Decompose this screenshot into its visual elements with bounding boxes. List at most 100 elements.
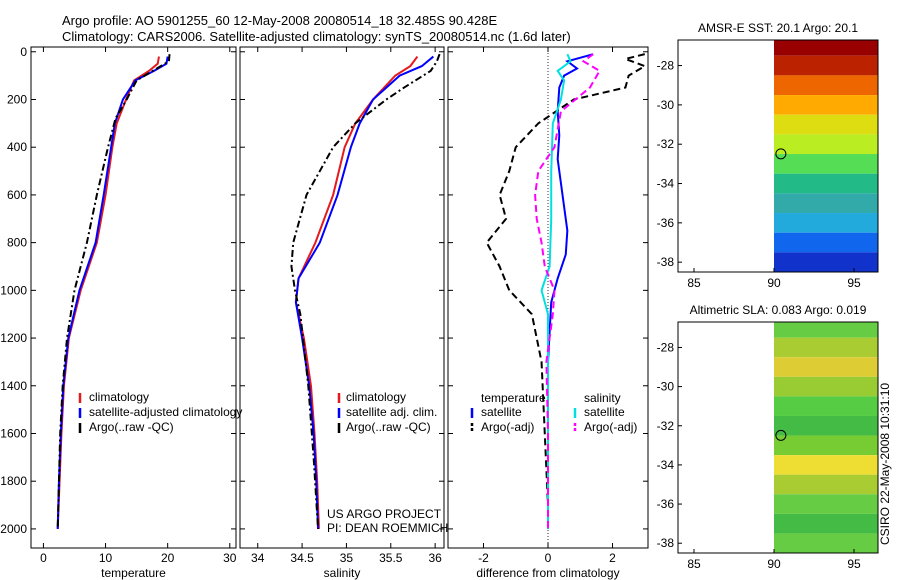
difference-legend-header-temperature: temperature: [481, 391, 546, 405]
sla_map-y-tick-label: -36: [657, 497, 675, 511]
difference-x-axis-label: difference from climatology: [476, 566, 619, 580]
sla_map-heatmap-cell: [774, 376, 878, 397]
salinity-x-tick-label: 35.5: [379, 551, 403, 565]
temperature-legend-entry: climatology: [89, 390, 149, 404]
temperature-y-tick-label: 400: [7, 140, 27, 154]
difference-legend-entry: satellite: [481, 405, 522, 419]
sst_map-heatmap-cell: [774, 252, 878, 272]
sla_map-heatmap-cell: [774, 513, 878, 534]
temperature-y-tick-label: 1400: [0, 379, 27, 393]
difference-series-line-3: [534, 53, 601, 529]
sla_map-y-tick-label: -34: [657, 458, 675, 472]
figure-title-line2: Climatology: CARS2006. Satellite-adjuste…: [62, 29, 571, 44]
timestamp-stamp: CSIRO 22-May-2008 10:31:10: [878, 382, 892, 545]
sla_map-title: Altimetric SLA: 0.083 Argo: 0.019: [690, 303, 867, 317]
temperature-y-tick-label: 1000: [0, 283, 27, 297]
sst_map-x-tick-label: 85: [687, 276, 701, 290]
temperature-x-tick-label: 0: [40, 551, 47, 565]
sst_map-heatmap-cell: [774, 134, 878, 155]
salinity-x-axis-label: salinity: [324, 566, 361, 580]
sla_map-argo-location-marker: [775, 429, 787, 441]
difference-panel: [447, 46, 649, 549]
temperature-series-line-1: [56, 56, 169, 529]
difference-legend-entry: Argo(-adj): [481, 420, 534, 434]
temperature-legend-entry: satellite-adjusted climatology: [89, 405, 242, 419]
salinity-panel: [239, 46, 445, 549]
difference-legend-header-salinity: salinity: [584, 391, 621, 405]
sst_map-x-tick-label: 90: [767, 276, 781, 290]
difference-legend-entry: satellite: [584, 405, 625, 419]
temperature-y-tick-label: 1800: [0, 474, 27, 488]
salinity-series-line-0: [294, 55, 419, 529]
salinity-x-tick-label: 35: [340, 551, 354, 565]
temperature-x-tick-label: 30: [223, 551, 237, 565]
sst_map-y-tick-label: -28: [657, 59, 675, 73]
sla_map-x-tick-label: 85: [687, 557, 701, 571]
sla_map-heatmap-cell: [774, 337, 878, 358]
difference-series-line-2: [540, 53, 572, 529]
salinity-x-tick-label: 36: [428, 551, 442, 565]
sla_map-heatmap-cell: [774, 357, 878, 377]
sst_map-heatmap-cell: [774, 40, 878, 56]
sla_map-y-tick-label: -30: [657, 380, 675, 394]
sst_map-y-tick-label: -38: [657, 255, 675, 269]
difference-x-tick-label: 2: [609, 551, 616, 565]
difference-x-tick-label: 0: [545, 551, 552, 565]
sst_map-panel: [677, 39, 879, 273]
sst_map-heatmap-cell: [774, 95, 878, 115]
temperature-y-tick-label: 1600: [0, 426, 27, 440]
sla_map-axes-frame: [677, 321, 879, 554]
sst_map-heatmap-cell: [774, 232, 878, 253]
sla_map-y-tick-label: -32: [657, 419, 675, 433]
sst_map-argo-location-marker: [775, 148, 787, 160]
sla_map-heatmap-cell: [774, 494, 878, 514]
temperature-y-tick-label: 600: [7, 188, 27, 202]
sst_map-title: AMSR-E SST: 20.1 Argo: 20.1: [698, 21, 858, 35]
temperature-x-tick-label: 20: [161, 551, 175, 565]
temperature-series-line-0: [56, 56, 160, 529]
temperature-x-tick-label: 10: [99, 551, 113, 565]
sla_map-heatmap-cell: [774, 455, 878, 475]
sst_map-y-tick-label: -36: [657, 216, 675, 230]
temperature-y-tick-label: 2000: [0, 522, 27, 536]
sst_map-y-tick-label: -30: [657, 98, 675, 112]
sst_map-heatmap-cell: [774, 55, 878, 76]
sst_map-axes-frame: [677, 39, 879, 273]
difference-legend-entry: Argo(-adj): [584, 420, 637, 434]
sst_map-y-tick-label: -34: [657, 177, 675, 191]
sla_map-heatmap-cell: [774, 415, 878, 436]
salinity-legend-entry: satellite adj. clim.: [346, 405, 437, 419]
credits-line2: PI: DEAN ROEMMICH: [327, 521, 448, 535]
credits-line1: US ARGO PROJECT: [327, 507, 442, 521]
sla_map-heatmap-cell: [774, 474, 878, 495]
salinity-series-line-1: [294, 55, 434, 529]
sst_map-heatmap-cell: [774, 213, 878, 233]
sst_map-heatmap-cell: [774, 114, 878, 135]
salinity-x-tick-label: 34: [251, 551, 265, 565]
sla_map-x-tick-label: 95: [847, 557, 861, 571]
figure-title-line1: Argo profile: AO 5901255_60 12-May-2008 …: [62, 13, 498, 28]
salinity-legend-entry: Argo(..raw -QC): [346, 420, 431, 434]
sla_map-heatmap-cell: [774, 322, 878, 338]
sst_map-heatmap-cell: [774, 173, 878, 194]
difference-series-line-1: [485, 53, 648, 529]
temperature-panel: [30, 46, 237, 549]
temperature-y-tick-label: 200: [7, 92, 27, 106]
sla_map-heatmap-cell: [774, 396, 878, 416]
temperature-y-tick-label: 800: [7, 236, 27, 250]
temperature-x-axis-label: temperature: [101, 566, 166, 580]
temperature-y-tick-label: 0: [20, 45, 27, 59]
sla_map-heatmap-cell: [774, 533, 878, 553]
sst_map-y-tick-label: -32: [657, 137, 675, 151]
salinity-legend-entry: climatology: [346, 390, 406, 404]
salinity-x-tick-label: 34.5: [290, 551, 314, 565]
sst_map-heatmap-cell: [774, 154, 878, 174]
sla_map-x-tick-label: 90: [767, 557, 781, 571]
difference-x-tick-label: -2: [478, 551, 489, 565]
temperature-y-tick-label: 1200: [0, 331, 27, 345]
sla_map-panel: [677, 321, 879, 554]
temperature-axes-frame: [30, 46, 237, 549]
sla_map-y-tick-label: -28: [657, 340, 675, 354]
temperature-legend-entry: Argo(..raw -QC): [89, 420, 174, 434]
